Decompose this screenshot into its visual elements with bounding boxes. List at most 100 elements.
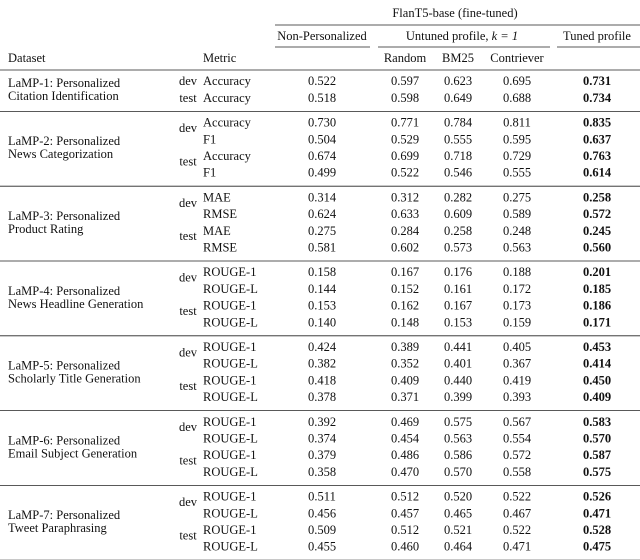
cell-value: 0.471 — [503, 540, 531, 554]
metric: Accuracy — [203, 91, 252, 105]
cell-value: 0.409 — [583, 390, 611, 404]
metric: F1 — [203, 166, 216, 180]
cell-value: 0.522 — [308, 74, 336, 88]
cell-value: 0.511 — [308, 490, 336, 504]
metric: ROUGE-L — [203, 282, 258, 296]
cell-value: 0.637 — [583, 132, 611, 146]
metric: ROUGE-1 — [203, 299, 256, 313]
cell-value: 0.201 — [583, 265, 611, 279]
dataset-name: LaMP-4: Personalized — [8, 284, 121, 298]
cell-value: 0.614 — [583, 166, 612, 180]
split-label: dev — [179, 420, 198, 434]
cell-value: 0.161 — [444, 282, 472, 296]
cell-value: 0.570 — [583, 432, 611, 446]
split-label: dev — [179, 345, 198, 359]
metric: ROUGE-1 — [203, 373, 256, 387]
col-header: Metric — [203, 51, 237, 65]
cell-value: 0.555 — [503, 166, 531, 180]
metric: Accuracy — [203, 149, 252, 163]
cell-value: 0.379 — [308, 448, 336, 462]
cell-value: 0.558 — [503, 465, 531, 479]
dataset-name: LaMP-5: Personalized — [8, 359, 121, 373]
cell-value: 0.176 — [444, 265, 472, 279]
cell-value: 0.465 — [444, 506, 472, 520]
cell-value: 0.528 — [583, 523, 611, 537]
cell-value: 0.688 — [503, 91, 531, 105]
cell-value: 0.467 — [503, 506, 531, 520]
split-label: test — [179, 154, 197, 168]
cell-value: 0.763 — [583, 149, 611, 163]
cell-value: 0.455 — [308, 540, 336, 554]
cell-value: 0.554 — [503, 432, 532, 446]
cell-value: 0.572 — [583, 207, 611, 221]
metric: ROUGE-L — [203, 315, 258, 329]
metric: ROUGE-1 — [203, 265, 256, 279]
cell-value: 0.450 — [583, 373, 611, 387]
cell-value: 0.367 — [503, 357, 531, 371]
metric: ROUGE-L — [203, 432, 258, 446]
cell-value: 0.382 — [308, 357, 336, 371]
cell-value: 0.389 — [391, 340, 419, 354]
metric: F1 — [203, 132, 216, 146]
cell-value: 0.555 — [444, 132, 472, 146]
split-label: dev — [179, 495, 198, 509]
cell-value: 0.460 — [391, 540, 419, 554]
cell-value: 0.811 — [503, 116, 531, 130]
cell-value: 0.512 — [391, 523, 419, 537]
cell-value: 0.258 — [583, 190, 611, 204]
cell-value: 0.784 — [444, 116, 473, 130]
cell-value: 0.352 — [391, 357, 419, 371]
cell-value: 0.471 — [583, 506, 611, 520]
cell-value: 0.275 — [308, 224, 336, 238]
cell-value: 0.409 — [391, 373, 419, 387]
cell-value: 0.358 — [308, 465, 336, 479]
cell-value: 0.674 — [308, 149, 337, 163]
cell-value: 0.560 — [583, 241, 611, 255]
cell-value: 0.598 — [391, 91, 419, 105]
dataset-name: LaMP-3: Personalized — [8, 209, 121, 223]
cell-value: 0.399 — [444, 390, 472, 404]
cell-value: 0.162 — [391, 299, 419, 313]
cell-value: 0.835 — [583, 116, 611, 130]
cell-value: 0.144 — [308, 282, 337, 296]
cell-value: 0.454 — [391, 432, 420, 446]
cell-value: 0.405 — [503, 340, 531, 354]
cell-value: 0.258 — [444, 224, 472, 238]
cell-value: 0.312 — [391, 190, 419, 204]
metric: ROUGE-L — [203, 357, 258, 371]
cell-value: 0.140 — [308, 315, 336, 329]
cell-value: 0.595 — [503, 132, 531, 146]
cell-value: 0.457 — [391, 506, 419, 520]
cell-value: 0.186 — [583, 299, 611, 313]
cell-value: 0.486 — [391, 448, 419, 462]
metric: ROUGE-1 — [203, 340, 256, 354]
split-label: test — [179, 454, 197, 468]
cell-value: 0.441 — [444, 340, 472, 354]
dataset-name: Email Subject Generation — [8, 446, 138, 460]
cell-value: 0.188 — [503, 265, 531, 279]
cell-value: 0.695 — [503, 74, 531, 88]
cell-value: 0.587 — [583, 448, 611, 462]
cell-value: 0.392 — [308, 415, 336, 429]
cell-value: 0.729 — [503, 149, 531, 163]
cell-value: 0.586 — [444, 448, 472, 462]
cell-value: 0.401 — [444, 357, 472, 371]
cell-value: 0.504 — [308, 132, 337, 146]
split-label: dev — [179, 196, 198, 210]
cell-value: 0.499 — [308, 166, 336, 180]
cell-value: 0.581 — [308, 241, 336, 255]
cell-value: 0.153 — [308, 299, 336, 313]
col-header: Non-Personalized — [277, 29, 367, 43]
cell-value: 0.453 — [583, 340, 611, 354]
cell-value: 0.153 — [444, 315, 472, 329]
cell-value: 0.245 — [583, 224, 611, 238]
cell-value: 0.393 — [503, 390, 531, 404]
cell-value: 0.633 — [391, 207, 419, 221]
split-label: dev — [179, 271, 198, 285]
cell-value: 0.475 — [583, 540, 611, 554]
cell-value: 0.148 — [391, 315, 419, 329]
cell-value: 0.275 — [503, 190, 531, 204]
col-header: Untuned profile, — [406, 29, 489, 43]
cell-value: 0.464 — [444, 540, 473, 554]
cell-value: 0.731 — [583, 74, 611, 88]
